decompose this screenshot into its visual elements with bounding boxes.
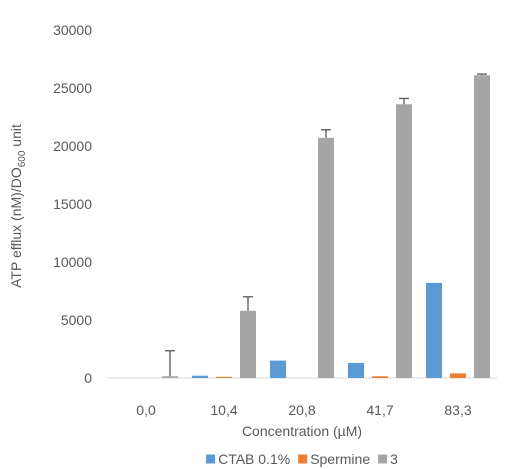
y-axis-title-suffix: unit <box>8 124 24 151</box>
x-tick-label: 41,7 <box>366 402 393 418</box>
bar <box>348 362 364 378</box>
legend-label: CTAB 0.1% <box>218 451 290 467</box>
bar <box>270 360 286 378</box>
legend-swatch <box>206 454 216 464</box>
x-tick-label: 10,4 <box>210 402 237 418</box>
y-axis-title-prefix: ATP efflux (nM)/DO <box>8 167 24 288</box>
bar <box>162 376 178 378</box>
legend: CTAB 0.1% Spermine 3 <box>206 451 398 467</box>
error-bars <box>165 73 487 377</box>
bar <box>318 137 334 378</box>
y-tick-label: 10000 <box>53 254 92 270</box>
y-tick-label: 20000 <box>53 138 92 154</box>
x-tick-label: 83,3 <box>444 402 471 418</box>
y-axis-title-subscript: 600 <box>17 150 28 167</box>
bar <box>192 375 208 378</box>
y-tick-label: 25000 <box>53 80 92 96</box>
bar <box>396 104 412 379</box>
bar <box>240 310 256 378</box>
legend-swatch <box>298 454 308 464</box>
x-tick-label: 0,0 <box>136 402 156 418</box>
bar <box>450 373 466 378</box>
x-tick-label: 20,8 <box>288 402 315 418</box>
bar-series <box>162 75 490 379</box>
bar <box>372 376 388 378</box>
y-axis-ticks: 0 5000 10000 15000 20000 25000 30000 <box>53 22 92 386</box>
y-tick-label: 5000 <box>61 312 92 328</box>
legend-swatch <box>378 454 388 464</box>
legend-label: Spermine <box>310 451 370 467</box>
legend-label: 3 <box>390 451 398 467</box>
y-tick-label: 15000 <box>53 196 92 212</box>
bar <box>426 282 442 378</box>
y-axis-title: ATP efflux (nM)/DO600 unit <box>8 124 28 288</box>
x-axis-title: Concentration (µM) <box>242 423 362 439</box>
x-axis-ticks: 0,0 10,4 20,8 41,7 83,3 <box>136 402 472 418</box>
y-tick-label: 30000 <box>53 22 92 38</box>
bar <box>474 75 490 379</box>
bar <box>216 376 232 378</box>
y-tick-label: 0 <box>84 370 92 386</box>
